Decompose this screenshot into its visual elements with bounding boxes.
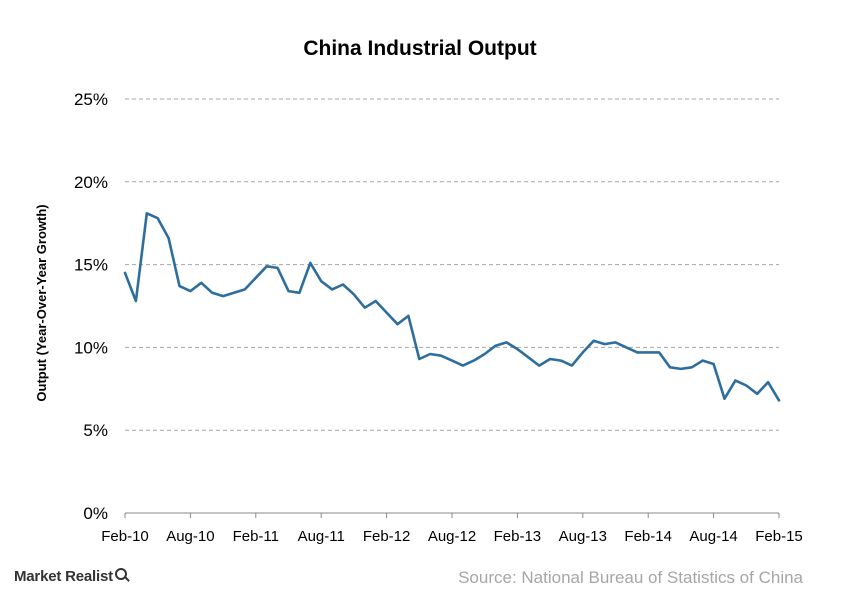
magnifier-icon [114,568,129,582]
y-tick-label: 5% [83,421,108,440]
x-tick-label: Aug-11 [298,528,345,545]
series-line [123,212,781,402]
x-tick-marks [124,513,780,518]
x-tick-labels: Feb-10 Aug-10 Feb-11 Aug-11 Feb-12 Aug-12 Feb-… [101,528,803,545]
gridlines [125,98,779,431]
x-tick-label: Aug-13 [559,528,607,545]
y-tick-label: 20% [74,173,108,192]
x-tick-label: Feb-10 [101,528,149,545]
x-tick-label: Aug-10 [166,528,214,545]
x-tick-label: Feb-11 [233,528,279,545]
y-axis-label: Output (Year-Over-Year Growth) [34,204,49,401]
y-tick-label: 15% [74,256,108,275]
brand-logo: Market Realist [14,568,129,585]
y-tick-label: 0% [83,504,108,523]
y-tick-labels: 0% 5% 10% 15% 20% 25% [74,90,108,523]
x-tick-label: Aug-14 [689,528,737,545]
x-tick-label: Feb-14 [624,528,672,545]
x-tick-label: Feb-15 [755,528,803,545]
chart-title: China Industrial Output [303,37,536,60]
y-tick-label: 10% [74,338,108,357]
source-note: Source: National Bureau of Statistics of… [458,568,803,587]
series-group [123,212,781,402]
y-tick-label: 25% [74,90,108,109]
x-tick-label: Aug-12 [428,528,476,545]
x-tick-label: Feb-13 [494,528,542,545]
x-tick-label: Feb-12 [363,528,411,545]
brand-name: Market Realist [14,568,113,585]
